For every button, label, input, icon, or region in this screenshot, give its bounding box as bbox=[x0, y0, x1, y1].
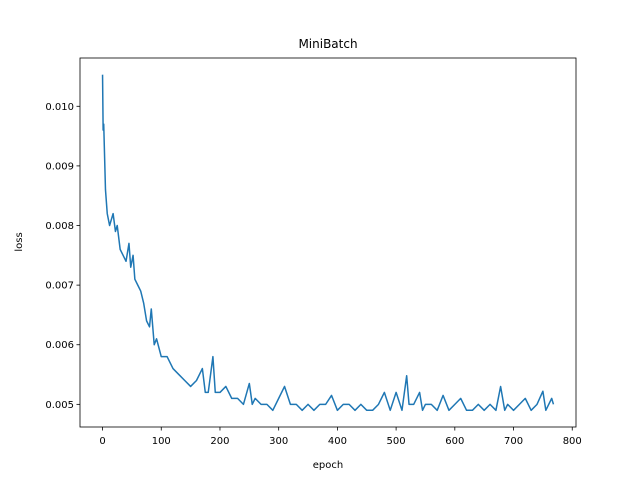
chart-title: MiniBatch bbox=[298, 37, 357, 51]
plot-frame bbox=[79, 57, 577, 428]
y-tick-label: 0.009 bbox=[45, 161, 74, 172]
data-line bbox=[101, 74, 555, 412]
y-tick-label: 0.005 bbox=[45, 400, 74, 411]
x-tick-label: 100 bbox=[152, 436, 171, 447]
x-tick-label: 300 bbox=[269, 436, 288, 447]
x-tick-label: 700 bbox=[504, 436, 523, 447]
x-tick-label: 500 bbox=[387, 436, 406, 447]
y-tick-label: 0.006 bbox=[45, 340, 74, 351]
x-tick-label: 200 bbox=[210, 436, 229, 447]
y-tick-label: 0.007 bbox=[45, 281, 74, 292]
y-tick-label: 0.010 bbox=[45, 102, 74, 113]
x-tick-label: 400 bbox=[328, 436, 347, 447]
x-tick-label: 0 bbox=[99, 436, 105, 447]
x-tick-label: 600 bbox=[445, 436, 464, 447]
y-axis-label: loss bbox=[14, 232, 25, 251]
x-axis-label: epoch bbox=[313, 460, 343, 471]
x-tick-label: 800 bbox=[563, 436, 582, 447]
y-tick-label: 0.008 bbox=[45, 221, 74, 232]
